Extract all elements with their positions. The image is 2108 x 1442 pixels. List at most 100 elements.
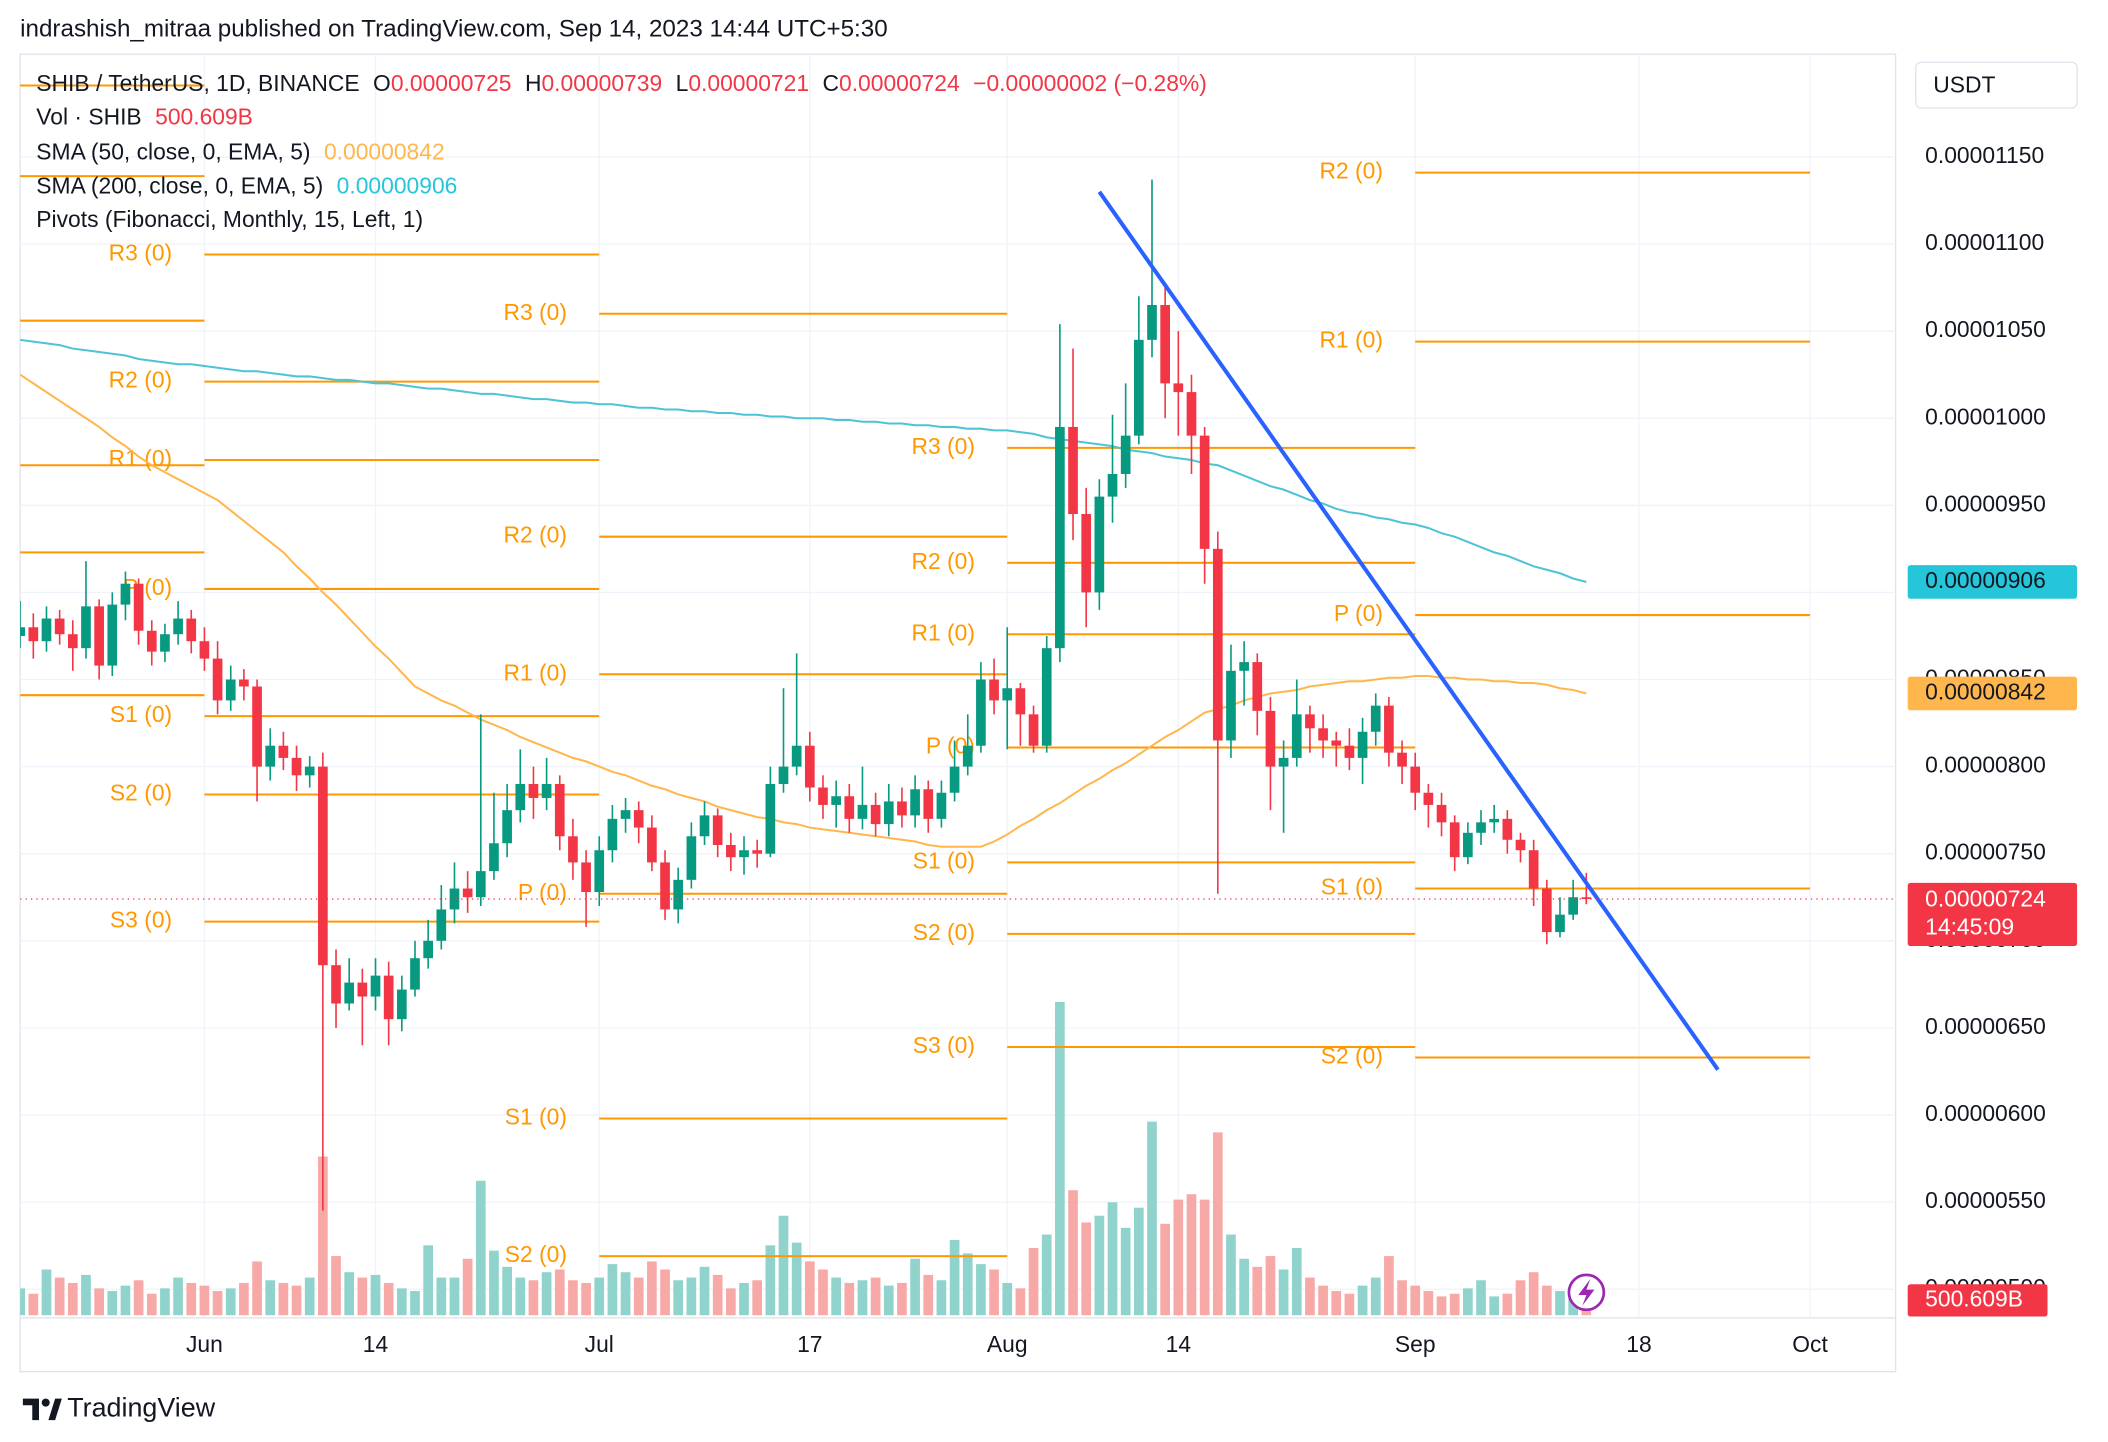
volume-bar bbox=[1094, 1215, 1105, 1316]
candle-body bbox=[739, 850, 749, 858]
pivot-label: S3 (0) bbox=[913, 1032, 975, 1058]
sma200-badge-label: 0.00000906 bbox=[1925, 567, 2046, 593]
y-tick-label: 0.00000600 bbox=[1925, 1100, 2046, 1126]
volume-bar bbox=[1133, 1207, 1144, 1316]
pivot-label: P (0) bbox=[1334, 600, 1383, 626]
candle-body bbox=[1423, 792, 1434, 805]
volume-bar bbox=[489, 1250, 499, 1316]
candle-body bbox=[1318, 728, 1328, 741]
y-tick-label: 0.00000800 bbox=[1925, 752, 2046, 778]
candle-body bbox=[647, 827, 657, 863]
l-value: 0.00000721 bbox=[688, 70, 809, 96]
candle-body bbox=[581, 862, 591, 893]
volume-bar bbox=[791, 1242, 802, 1316]
volume-bar bbox=[936, 1280, 947, 1316]
volume-bar bbox=[818, 1269, 828, 1316]
volume-bar bbox=[1555, 1291, 1565, 1316]
pivot-label: R2 (0) bbox=[911, 548, 974, 574]
brand-text[interactable]: TradingView bbox=[67, 1392, 215, 1422]
candle-body bbox=[278, 745, 289, 758]
candle-body bbox=[554, 784, 565, 837]
candle-body bbox=[344, 982, 355, 1004]
candle-body bbox=[976, 679, 986, 746]
pivot-label: P (0) bbox=[518, 879, 567, 905]
volume-bar bbox=[1160, 1223, 1170, 1316]
volume-bar bbox=[1028, 1248, 1039, 1316]
volume-bar bbox=[278, 1282, 289, 1316]
volume-bar bbox=[1541, 1285, 1552, 1316]
volume-bar bbox=[554, 1269, 565, 1316]
currency-label[interactable]: USDT bbox=[1933, 71, 1995, 97]
candle-body bbox=[239, 679, 249, 687]
volume-bar bbox=[344, 1272, 355, 1316]
x-tick-label: Jun bbox=[186, 1331, 223, 1357]
volume-bar bbox=[778, 1215, 789, 1316]
candle-body bbox=[883, 801, 894, 825]
volume-bar bbox=[1489, 1296, 1500, 1316]
currency-button[interactable] bbox=[1915, 61, 2078, 109]
legend-sma50: SMA (50, close, 0, EMA, 5) 0.00000842 bbox=[36, 139, 444, 165]
volume-bar bbox=[1305, 1277, 1315, 1316]
sma200-name: SMA (200, close, 0, EMA, 5) bbox=[36, 172, 323, 198]
volume-bar bbox=[699, 1266, 710, 1316]
candle-body bbox=[1028, 714, 1039, 746]
candle-body bbox=[712, 815, 723, 845]
volume-bar bbox=[660, 1269, 670, 1316]
alert-icon[interactable] bbox=[1567, 1273, 1606, 1312]
volume-bar bbox=[396, 1288, 407, 1316]
h-label: H bbox=[525, 70, 542, 96]
candle-body bbox=[1081, 514, 1092, 593]
candle-body bbox=[633, 810, 644, 828]
candle-body bbox=[1186, 392, 1197, 436]
candle-body bbox=[1291, 714, 1302, 758]
candle-body bbox=[857, 804, 868, 819]
volume-bar bbox=[844, 1282, 855, 1316]
volume-bar bbox=[857, 1280, 868, 1316]
brand-logo[interactable]: TradingView bbox=[22, 1392, 216, 1422]
y-tick-label: 0.00001100 bbox=[1925, 229, 2044, 255]
candle-body bbox=[1212, 548, 1223, 741]
candle-body bbox=[1173, 383, 1184, 393]
candle-body bbox=[199, 641, 210, 659]
candle-body bbox=[515, 784, 526, 811]
volume-bar bbox=[1463, 1288, 1473, 1316]
volume-bar bbox=[475, 1180, 486, 1316]
volume-bar bbox=[1265, 1256, 1276, 1316]
volume-bar bbox=[831, 1277, 841, 1316]
volume-bar bbox=[804, 1261, 815, 1316]
sma50-name: SMA (50, close, 0, EMA, 5) bbox=[36, 139, 310, 165]
candle-body bbox=[1463, 832, 1473, 858]
logo-slash[interactable] bbox=[48, 1398, 62, 1421]
candle-body bbox=[423, 940, 433, 959]
candle-body bbox=[20, 627, 26, 636]
volume-bar bbox=[1449, 1293, 1460, 1316]
l-label: L bbox=[676, 70, 689, 96]
volume-bar bbox=[449, 1277, 460, 1316]
logo-dot[interactable] bbox=[41, 1398, 50, 1407]
sma50-badge bbox=[1907, 676, 2078, 711]
logo-mark[interactable] bbox=[22, 1398, 39, 1421]
volume-bar bbox=[541, 1272, 552, 1316]
candle-body bbox=[396, 989, 407, 1020]
publish-header: indrashish_mitraa published on TradingVi… bbox=[20, 15, 888, 42]
alert-bolt[interactable] bbox=[1578, 1278, 1595, 1306]
candle-body bbox=[1555, 914, 1565, 933]
volume-bar bbox=[186, 1282, 197, 1316]
frame bbox=[19, 53, 1897, 1373]
candle-body bbox=[1344, 745, 1355, 758]
volume-bar bbox=[620, 1272, 631, 1316]
candle-body bbox=[1107, 473, 1118, 497]
pivot-label: R1 (0) bbox=[911, 619, 974, 645]
candle-body bbox=[186, 618, 197, 642]
candle-body bbox=[1160, 305, 1170, 384]
volume-bar bbox=[331, 1256, 341, 1316]
volume-bar bbox=[870, 1277, 881, 1316]
volume-bar bbox=[1212, 1132, 1223, 1316]
volume-bar bbox=[1081, 1222, 1092, 1316]
candle-body bbox=[133, 583, 144, 631]
candle-body bbox=[594, 850, 605, 893]
pivot-label: S3 (0) bbox=[110, 907, 172, 933]
plot-area: R3 (0) R2 (0) R1 (0) P (0) S1 (0) S2 (0) S3 (0… bbox=[20, 54, 1896, 1318]
volume-bar bbox=[1515, 1280, 1526, 1316]
candle-body bbox=[752, 850, 763, 854]
